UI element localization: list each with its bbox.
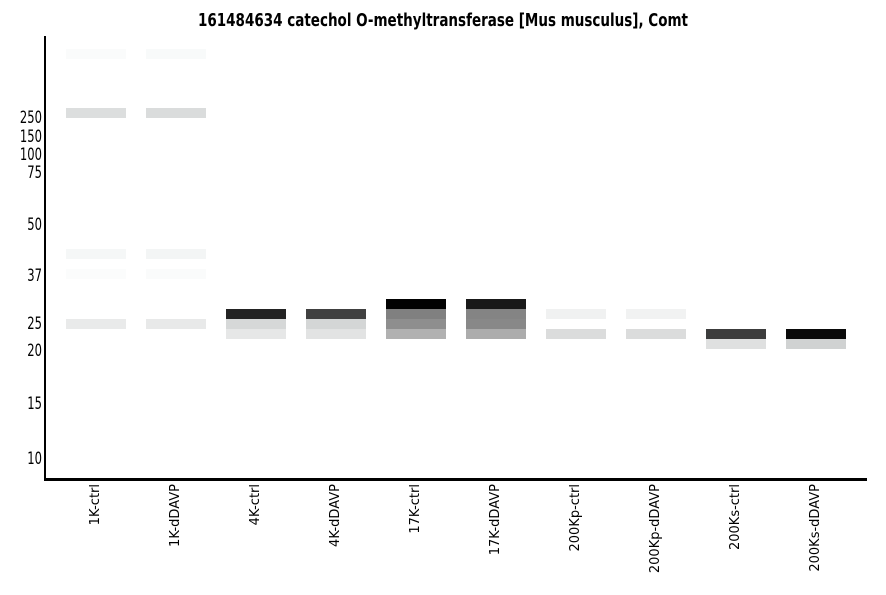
y-tick-label: 150 [19, 127, 42, 147]
lane-label: 200Ks-dDAVP [808, 484, 823, 572]
lane-label: 4K-dDAVP [328, 484, 343, 547]
gel-band [706, 329, 766, 339]
lane-label: 17K-dDAVP [488, 484, 503, 556]
gel-band [146, 319, 206, 329]
gel-band [626, 329, 686, 339]
gel-band [546, 329, 606, 339]
gel-band [786, 329, 846, 339]
lane-label: 200Kp-dDAVP [648, 484, 663, 574]
y-tick-label: 75 [27, 163, 42, 183]
gel-band [386, 299, 446, 309]
lane-label: 200Kp-ctrl [568, 484, 583, 552]
y-tick-label: 250 [19, 108, 42, 128]
gel-band [66, 49, 126, 59]
y-tick-label: 20 [27, 341, 42, 361]
chart-title: 161484634 catechol O-methyltransferase [… [197, 10, 689, 31]
lane-label: 1K-dDAVP [168, 484, 183, 547]
gel-band [226, 309, 286, 319]
gel-band [626, 309, 686, 319]
lane-label: 17K-ctrl [408, 484, 423, 534]
gel-band [146, 269, 206, 279]
gel-band [466, 299, 526, 309]
gel-band [226, 329, 286, 339]
gel-band [386, 319, 446, 329]
gel-band [306, 329, 366, 339]
y-tick-label: 100 [19, 145, 42, 165]
y-tick-label: 15 [27, 394, 42, 414]
lane-label: 4K-ctrl [248, 484, 263, 526]
gel-band [66, 108, 126, 118]
gel-band [66, 319, 126, 329]
gel-band [226, 319, 286, 329]
x-axis-line [44, 478, 867, 481]
gel-band [466, 319, 526, 329]
y-tick-label: 50 [27, 215, 42, 235]
gel-band [466, 309, 526, 319]
gel-band [706, 339, 766, 349]
gel-band [306, 319, 366, 329]
gel-band [306, 309, 366, 319]
y-axis-line [44, 36, 46, 480]
y-tick-label: 10 [27, 449, 42, 469]
gel-band [66, 249, 126, 259]
gel-band [146, 108, 206, 118]
gel-band [546, 309, 606, 319]
gel-band [386, 329, 446, 339]
gel-band [66, 269, 126, 279]
lane-label: 1K-ctrl [88, 484, 103, 526]
gel-band [146, 249, 206, 259]
gel-band [466, 329, 526, 339]
lane-label: 200Ks-ctrl [728, 484, 743, 551]
gel-band [386, 309, 446, 319]
y-tick-label: 25 [27, 314, 42, 334]
gel-band [146, 49, 206, 59]
y-tick-label: 37 [27, 266, 42, 286]
gel-band [786, 339, 846, 349]
